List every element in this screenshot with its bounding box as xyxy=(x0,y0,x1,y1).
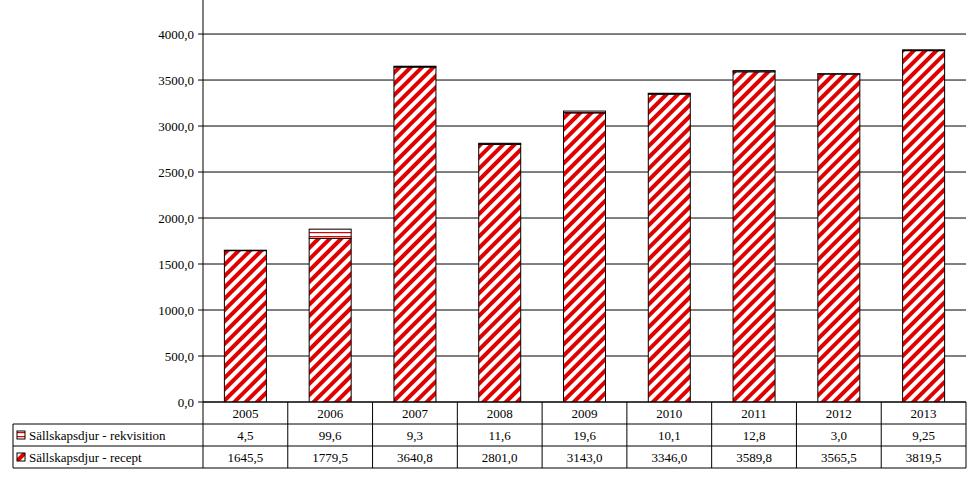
tick-label: 0,0 xyxy=(178,395,194,410)
legend-symbol xyxy=(17,453,25,461)
bar xyxy=(479,143,521,144)
table-line xyxy=(203,402,966,403)
table-value: 19,6 xyxy=(573,428,596,443)
legend-symbol xyxy=(17,431,25,439)
tick-label: 2000,0 xyxy=(158,211,194,226)
tick-label: 3000,0 xyxy=(158,119,194,134)
tick-mark xyxy=(198,218,203,219)
table-line xyxy=(13,424,966,425)
table-value: 99,6 xyxy=(319,428,342,443)
table-value: 2801,0 xyxy=(482,450,518,465)
table-line xyxy=(287,402,288,468)
table-line xyxy=(711,402,712,468)
table-value: 1645,5 xyxy=(228,450,264,465)
legend-label: Sällskapsdjur - recept xyxy=(29,450,142,465)
table-value: 3143,0 xyxy=(567,450,603,465)
category-label: 2008 xyxy=(487,406,513,421)
category-label: 2013 xyxy=(911,406,937,421)
bar xyxy=(648,94,690,402)
bars xyxy=(224,50,944,402)
tick-mark xyxy=(198,356,203,357)
legend-label: Sällskapsdjur - rekvisition xyxy=(29,428,166,443)
table-value: 10,1 xyxy=(658,428,681,443)
table-line xyxy=(881,402,882,468)
chart: 0,0 500,0 1000,0 1500,0 2000,0 2500,0 3000,0 35… xyxy=(0,0,967,494)
tick-mark xyxy=(198,402,203,403)
bar xyxy=(733,71,775,72)
table-value: 12,8 xyxy=(743,428,766,443)
tick-mark xyxy=(198,80,203,81)
bar xyxy=(903,49,945,51)
table-line xyxy=(966,402,967,468)
category-label: 2009 xyxy=(572,406,598,421)
bar xyxy=(818,74,860,402)
tick-mark xyxy=(198,264,203,265)
category-label: 2010 xyxy=(656,406,682,421)
bar xyxy=(394,67,436,402)
table-value: 3,0 xyxy=(831,428,847,443)
table-line xyxy=(13,468,966,469)
bar xyxy=(564,113,606,402)
bar xyxy=(394,66,436,68)
table-line xyxy=(542,402,543,468)
bar xyxy=(309,238,351,402)
data-table: 2005 2006 2007 2008 2009 2010 2011 2012 2013 Säll… xyxy=(13,402,966,468)
table-line xyxy=(13,446,966,447)
bar xyxy=(733,72,775,402)
tick-mark xyxy=(198,126,203,127)
table-value: 3589,8 xyxy=(736,450,772,465)
table-line xyxy=(626,402,627,468)
grid-line xyxy=(203,402,966,403)
table-value: 11,6 xyxy=(489,428,512,443)
bar xyxy=(224,250,266,251)
table-line xyxy=(457,402,458,468)
table-value: 9,25 xyxy=(912,428,935,443)
tick-mark xyxy=(198,310,203,311)
table-value: 3346,0 xyxy=(651,450,687,465)
grid-line xyxy=(203,34,966,35)
bar xyxy=(818,73,860,74)
table-value: 3640,8 xyxy=(397,450,433,465)
tick-label: 4000,0 xyxy=(158,27,194,42)
tick-label: 500,0 xyxy=(165,349,194,364)
table-line xyxy=(372,402,373,468)
tick-label: 1000,0 xyxy=(158,303,194,318)
table-value: 3565,5 xyxy=(821,450,857,465)
category-label: 2005 xyxy=(232,406,258,421)
table-line xyxy=(203,402,204,468)
category-label: 2007 xyxy=(402,406,429,421)
table-value: 9,3 xyxy=(407,428,423,443)
bar xyxy=(648,93,690,95)
bar xyxy=(309,229,351,238)
tick-label: 3500,0 xyxy=(158,73,194,88)
tick-label: 2500,0 xyxy=(158,165,194,180)
table-value: 4,5 xyxy=(237,428,253,443)
tick-mark xyxy=(198,172,203,173)
y-axis xyxy=(203,0,204,402)
bar xyxy=(224,251,266,402)
table-value: 3819,5 xyxy=(906,450,942,465)
bar xyxy=(479,144,521,402)
category-label: 2011 xyxy=(741,406,767,421)
bar xyxy=(903,51,945,402)
bar xyxy=(564,111,606,113)
table-line xyxy=(796,402,797,468)
tick-mark xyxy=(198,34,203,35)
category-label: 2006 xyxy=(317,406,344,421)
table-value: 1779,5 xyxy=(312,450,348,465)
category-label: 2012 xyxy=(826,406,852,421)
table-line xyxy=(13,424,14,468)
tick-label: 1500,0 xyxy=(158,257,194,272)
